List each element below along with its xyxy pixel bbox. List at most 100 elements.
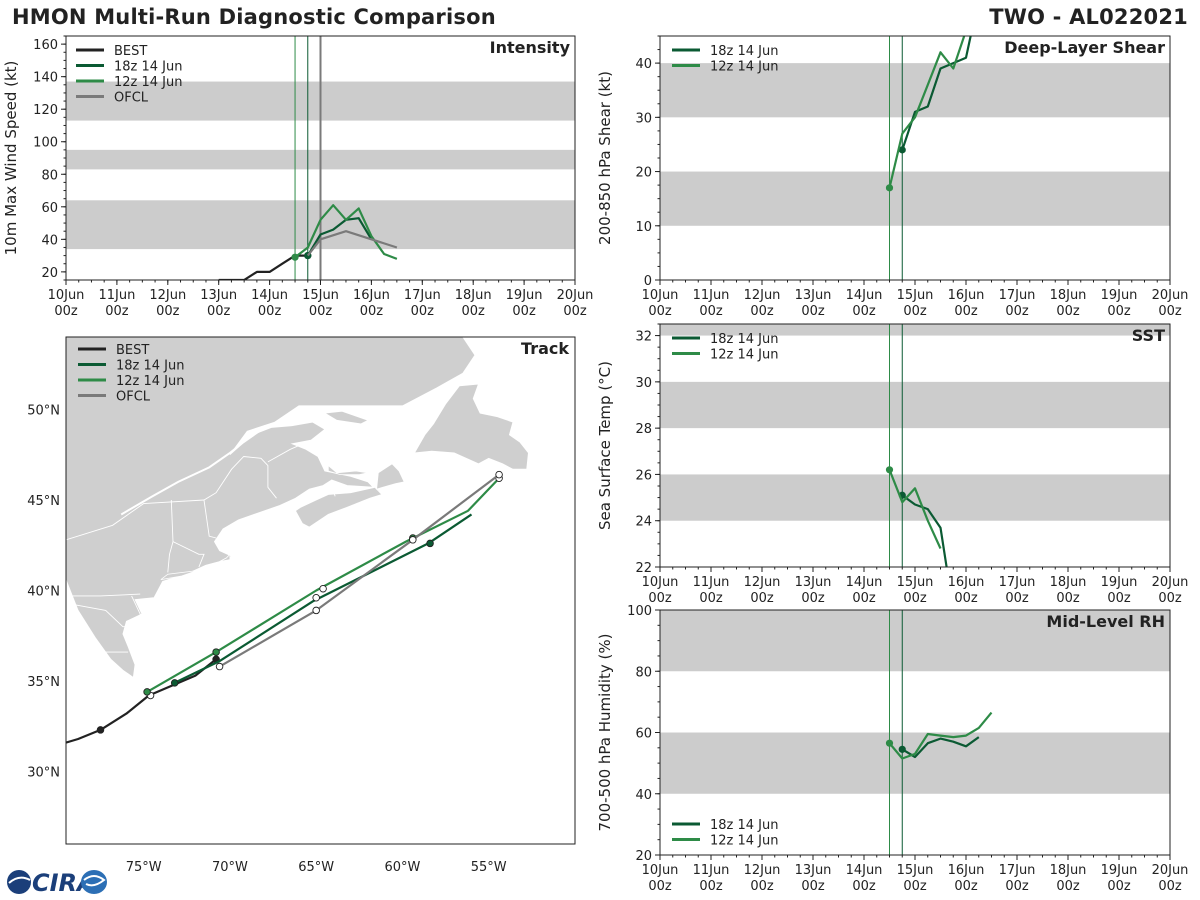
- x-tick-label-day: 10Jun: [642, 288, 679, 303]
- x-tick-label-day: 12Jun: [744, 575, 781, 590]
- x-tick-label-day: 10Jun: [48, 288, 85, 303]
- legend-label: 12z 14 Jun: [710, 60, 779, 75]
- chart-track: Track 75°W 70°W 65°W 60°W 55°W 30°N 35°N 40°N 45°…: [27, 336, 576, 875]
- series-line-run12: [888, 711, 993, 760]
- x-tick-label-hour: 00z: [462, 304, 486, 319]
- x-tick-label-day: 10Jun: [642, 863, 679, 878]
- x-tick-label-hour: 00z: [801, 879, 825, 894]
- x-tick-label-hour: 00z: [54, 304, 78, 319]
- chart-title: SST: [1132, 326, 1165, 345]
- chart-title: Intensity: [490, 38, 571, 57]
- x-tick-label-day: 20Jun: [1152, 575, 1189, 590]
- x-tick-label-hour: 00z: [801, 591, 825, 606]
- y-tick-label: 30: [635, 111, 652, 126]
- marker-run18: [898, 745, 906, 753]
- y-tick-label: 140: [33, 71, 58, 86]
- y-tick-label: 60: [635, 727, 652, 742]
- x-tick-label-day: 20Jun: [1152, 863, 1189, 878]
- series-line-run18: [901, 494, 948, 567]
- landmass: [66, 337, 476, 679]
- legend-label: 18z 14 Jun: [710, 818, 779, 833]
- x-tick-label-day: 20Jun: [1152, 288, 1189, 303]
- storm-id: TWO - AL022021: [989, 5, 1188, 29]
- landmass: [219, 553, 231, 562]
- x-tick-label-hour: 00z: [648, 879, 672, 894]
- x-tick-label-hour: 00z: [1158, 591, 1182, 606]
- shaded-band: [660, 732, 1170, 794]
- x-tick-label-hour: 00z: [852, 879, 876, 894]
- marker-run12: [885, 466, 894, 474]
- x-tick-label-hour: 00z: [852, 591, 876, 606]
- border-line: [66, 593, 141, 597]
- x-tick-label-hour: 00z: [903, 304, 927, 319]
- x-tick-label-day: 17Jun: [404, 288, 441, 303]
- legend-label: 18z 14 Jun: [710, 332, 779, 347]
- y-tick-label: 30: [635, 376, 652, 391]
- x-tick-label-day: 11Jun: [693, 863, 730, 878]
- lat-tick-label: 50°N: [27, 403, 60, 418]
- x-tick-label-day: 16Jun: [948, 863, 985, 878]
- track-line-best: [66, 658, 217, 744]
- y-tick-label: 40: [635, 788, 652, 803]
- x-tick-label-hour: 00z: [563, 304, 587, 319]
- y-tick-label: 32: [635, 330, 652, 345]
- x-tick-label-day: 15Jun: [897, 863, 934, 878]
- y-axis-label: 700-500 hPa Humidity (%): [596, 633, 614, 831]
- legend-label: 12z 14 Jun: [114, 75, 183, 90]
- x-tick-label-hour: 00z: [360, 304, 384, 319]
- lat-tick-label: 45°N: [27, 494, 60, 509]
- y-tick-label: 120: [33, 103, 58, 118]
- shaded-band: [660, 610, 1170, 672]
- track-marker-ofcl: [495, 470, 503, 479]
- y-tick-label: 80: [41, 168, 58, 183]
- series-line-run18: [306, 217, 373, 257]
- series-line-run12: [888, 36, 966, 189]
- lon-tick-label: 60°W: [385, 860, 421, 875]
- x-tick-label-hour: 00z: [750, 591, 774, 606]
- marker-run18: [898, 146, 906, 154]
- x-tick-label-day: 12Jun: [149, 288, 186, 303]
- legend-label: 18z 14 Jun: [710, 44, 779, 59]
- y-tick-label: 28: [635, 422, 652, 437]
- x-tick-label-hour: 00z: [699, 304, 723, 319]
- chart-rh: Mid-Level RH 20 40 60 80 100 700-500 hPa Humid…: [596, 604, 1188, 894]
- x-tick-label-hour: 00z: [648, 591, 672, 606]
- y-tick-label: 26: [635, 468, 652, 483]
- x-tick-label-hour: 00z: [1005, 304, 1029, 319]
- x-tick-label-day: 19Jun: [1101, 863, 1138, 878]
- y-tick-label: 80: [635, 665, 652, 680]
- track-line-run18: [174, 513, 473, 684]
- x-tick-label-hour: 00z: [1107, 879, 1131, 894]
- chart-title: Track: [521, 339, 569, 358]
- legend-label: 18z 14 Jun: [114, 60, 183, 75]
- track-marker-ofcl: [409, 536, 417, 544]
- series-line-ofcl: [306, 230, 398, 257]
- x-tick-label-day: 14Jun: [846, 288, 883, 303]
- x-tick-label-day: 14Jun: [846, 575, 883, 590]
- landmass: [413, 383, 529, 470]
- x-tick-label-hour: 00z: [258, 304, 282, 319]
- x-tick-label-hour: 00z: [1005, 591, 1029, 606]
- track-marker-run18: [170, 679, 179, 687]
- border-line: [267, 445, 300, 463]
- marker-run12: [291, 253, 299, 261]
- x-tick-label-day: 18Jun: [455, 288, 492, 303]
- x-tick-label-hour: 00z: [1056, 591, 1080, 606]
- x-tick-label-day: 12Jun: [744, 288, 781, 303]
- x-tick-label-day: 15Jun: [302, 288, 339, 303]
- page-title: HMON Multi-Run Diagnostic Comparison: [12, 5, 496, 29]
- landmass: [160, 570, 198, 580]
- chart-sst: SST 22 24 26 28 30 32 Sea Surface Temp (°C) 10Ju…: [596, 323, 1189, 606]
- shaded-band: [660, 63, 1170, 118]
- x-tick-label-day: 10Jun: [642, 575, 679, 590]
- x-tick-label-day: 17Jun: [999, 863, 1036, 878]
- x-tick-label-hour: 00z: [1056, 304, 1080, 319]
- border-line: [167, 540, 205, 573]
- x-tick-label-day: 16Jun: [948, 288, 985, 303]
- track-line-ofcl: [219, 473, 500, 668]
- border-line: [66, 602, 137, 628]
- legend-label: 12z 14 Jun: [710, 348, 779, 363]
